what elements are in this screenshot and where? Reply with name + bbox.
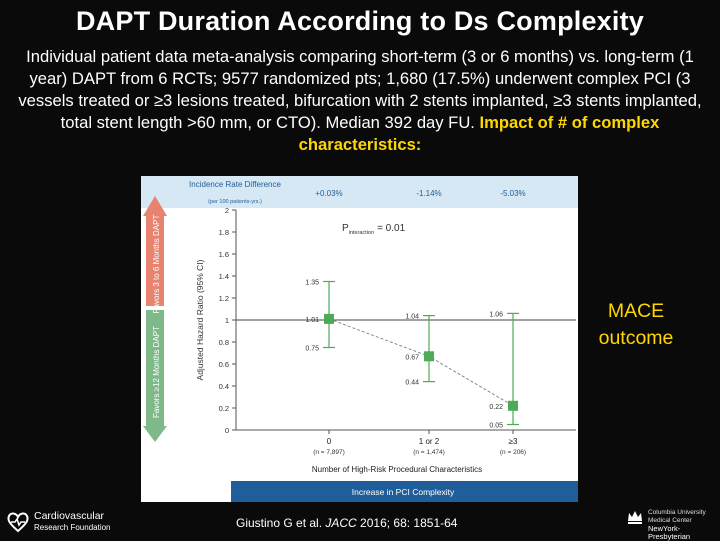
- x-tick-n-label: (n = 206): [500, 449, 526, 456]
- incidence-value: -1.14%: [416, 189, 441, 198]
- intro-highlight: Impact of # of complex characteristics:: [298, 113, 660, 154]
- forest-plot-chart: Incidence Rate Difference (per 100 patie…: [141, 176, 578, 502]
- y-axis-title: Adjusted Hazard Ratio (95% CI): [195, 259, 205, 380]
- crf-logo-line2: Research Foundation: [34, 523, 111, 532]
- crf-heart-icon: [7, 512, 29, 533]
- incidence-value: +0.03%: [315, 189, 342, 198]
- mace-outcome-label: MACE outcome: [598, 300, 674, 349]
- x-axis-title: Number of High-Risk Procedural Character…: [312, 465, 482, 474]
- complexity-banner: [231, 481, 578, 502]
- ci-upper-label: 1.35: [305, 280, 319, 287]
- x-tick-label: 1 or 2: [419, 437, 440, 446]
- y-tick-label: 0.6: [219, 360, 229, 369]
- favors-long-arrow: [143, 310, 167, 442]
- hr-label: 0.22: [489, 404, 503, 411]
- hr-point: [324, 313, 334, 324]
- y-tick-label: 0.2: [219, 404, 229, 413]
- hr-label: 0.67: [405, 354, 419, 361]
- y-tick-label: 2: [225, 206, 229, 215]
- y-tick-label: 1.6: [219, 250, 229, 259]
- ci-upper-label: 1.04: [405, 314, 419, 321]
- y-tick-label: 0.8: [219, 338, 229, 347]
- citation-authors: Giustino G et al.: [236, 516, 326, 530]
- x-tick-label: 0: [327, 437, 332, 446]
- x-tick-n-label: (n = 7,897): [313, 449, 345, 456]
- columbia-logo: Columbia University Medical Center NewYo…: [626, 506, 718, 541]
- y-tick-label: 1.4: [219, 272, 229, 281]
- y-tick-label: 1.2: [219, 294, 229, 303]
- x-tick-label: ≥3: [509, 437, 518, 446]
- columbia-logo-line2: Medical Center: [648, 517, 692, 524]
- citation: Giustino G et al. JACC 2016; 68: 1851-64: [236, 516, 457, 530]
- hr-label: 1.01: [305, 317, 319, 324]
- p-interaction-label: Pinteraction = 0.01: [342, 223, 406, 236]
- y-tick-label: 0.4: [219, 382, 229, 391]
- favors-short-arrow: [143, 196, 167, 306]
- hr-point: [508, 400, 518, 411]
- columbia-logo-line3: NewYork-Presbyterian: [648, 524, 691, 541]
- favors-short-label: Favors 3 to 6 Months DAPT: [152, 215, 161, 314]
- ci-lower-label: 0.75: [305, 346, 319, 353]
- incidence-header-band: [141, 176, 578, 208]
- slide-title: DAPT Duration According to Ds Complexity: [75, 6, 645, 36]
- ci-upper-label: 1.06: [489, 311, 503, 318]
- incidence-subheader-label: (per 100 patients-yrs.): [208, 199, 262, 205]
- columbia-logo-line1: Columbia University: [648, 509, 706, 516]
- citation-rest: 2016; 68: 1851-64: [356, 516, 458, 530]
- intro-text: Individual patient data meta-analysis co…: [14, 46, 706, 156]
- p-subscript: interaction: [349, 230, 374, 236]
- y-tick-label: 1.8: [219, 228, 229, 237]
- intro-body: Individual patient data meta-analysis co…: [18, 47, 702, 132]
- p-symbol: P: [342, 223, 349, 234]
- ci-lower-label: 0.44: [405, 380, 419, 387]
- incidence-value: -5.03%: [500, 189, 525, 198]
- y-tick-label: 1: [225, 316, 229, 325]
- crf-logo-line1: Cardiovascular: [34, 510, 105, 522]
- crown-icon: [628, 511, 642, 524]
- incidence-header-label: Incidence Rate Difference: [189, 180, 281, 189]
- forest-plot-figure: Incidence Rate Difference (per 100 patie…: [141, 176, 578, 502]
- hr-point: [424, 351, 434, 362]
- p-value: = 0.01: [377, 223, 406, 234]
- favors-long-label: Favors ≥12 Months DAPT: [152, 326, 161, 418]
- complexity-banner-label: Increase in PCI Complexity: [352, 487, 455, 497]
- citation-journal: JACC: [325, 516, 357, 530]
- crf-logo: Cardiovascular Research Foundation: [6, 506, 136, 538]
- ci-lower-label: 0.05: [489, 423, 503, 430]
- trend-line: [328, 318, 514, 407]
- y-tick-label: 0: [225, 426, 229, 435]
- x-tick-n-label: (n = 1,474): [413, 449, 445, 456]
